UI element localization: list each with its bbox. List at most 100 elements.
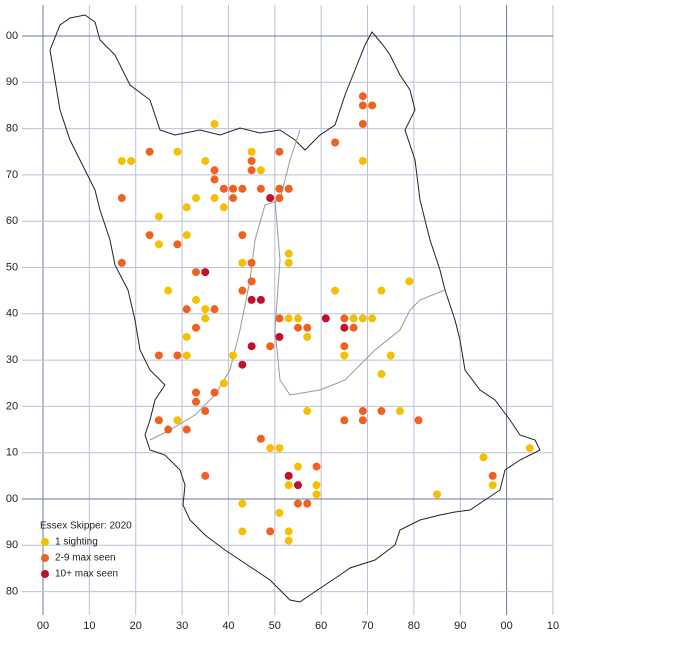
record-dot <box>256 295 265 304</box>
record-dot <box>377 369 386 378</box>
x-tick-label: 50 <box>269 620 281 632</box>
y-tick-label: 60 <box>6 215 18 227</box>
record-dot <box>145 147 154 156</box>
record-dot <box>182 231 191 240</box>
record-dot <box>340 314 349 323</box>
record-dot <box>238 499 247 508</box>
record-dot <box>182 305 191 314</box>
record-dot <box>284 471 293 480</box>
record-dot <box>293 314 302 323</box>
x-tick-label: 40 <box>222 620 234 632</box>
record-dot <box>210 194 219 203</box>
x-tick-label: 20 <box>130 620 142 632</box>
record-dot <box>303 323 312 332</box>
x-tick-label: 30 <box>176 620 188 632</box>
record-dot <box>275 332 284 341</box>
record-dot <box>229 194 238 203</box>
record-dot <box>191 397 200 406</box>
y-tick-label: 90 <box>6 539 18 551</box>
record-dot <box>219 184 228 193</box>
record-dot <box>349 323 358 332</box>
record-dot <box>275 194 284 203</box>
record-dot <box>247 166 256 175</box>
record-dot <box>331 286 340 295</box>
y-tick-label: 00 <box>6 30 18 42</box>
record-dot <box>312 462 321 471</box>
record-dot <box>182 332 191 341</box>
record-dot <box>201 471 210 480</box>
record-dot <box>321 314 330 323</box>
record-dot <box>275 314 284 323</box>
record-dot <box>191 268 200 277</box>
record-dot <box>358 92 367 101</box>
record-dot <box>284 249 293 258</box>
record-dot <box>368 314 377 323</box>
legend-label: 2-9 max seen <box>55 553 116 564</box>
record-dot <box>247 277 256 286</box>
record-dot <box>293 499 302 508</box>
legend-swatch <box>41 570 49 578</box>
x-tick-label: 60 <box>315 620 327 632</box>
record-dot <box>266 342 275 351</box>
record-dot <box>256 434 265 443</box>
record-dot <box>340 323 349 332</box>
record-dot <box>256 184 265 193</box>
legend-label: 1 sighting <box>55 537 98 548</box>
y-tick-label: 10 <box>6 447 18 459</box>
record-dot <box>312 490 321 499</box>
y-tick-label: 00 <box>6 493 18 505</box>
record-dot <box>201 305 210 314</box>
record-dot <box>238 231 247 240</box>
record-dot <box>479 453 488 462</box>
county-outline <box>49 14 541 603</box>
record-dot <box>191 194 200 203</box>
record-dot <box>340 342 349 351</box>
record-dot <box>377 407 386 416</box>
record-dot <box>201 407 210 416</box>
record-dot <box>256 166 265 175</box>
record-dot <box>173 351 182 360</box>
x-tick-label: 80 <box>408 620 420 632</box>
record-dot <box>229 351 238 360</box>
record-dot <box>173 240 182 249</box>
record-dot <box>182 425 191 434</box>
record-dot <box>191 323 200 332</box>
record-dot <box>284 184 293 193</box>
record-dot <box>238 286 247 295</box>
vice-county-boundary <box>149 129 301 441</box>
x-tick-label: 10 <box>83 620 95 632</box>
record-dot <box>340 351 349 360</box>
record-dot <box>358 101 367 110</box>
x-tick-label: 70 <box>361 620 373 632</box>
record-dot <box>219 203 228 212</box>
grid: 00 10 20 30 40 50 60 70 80 90 00 10 00 90 80 70 60 50 40 30… <box>6 5 559 632</box>
record-dot <box>182 203 191 212</box>
record-dot <box>238 184 247 193</box>
x-tick-label: 00 <box>37 620 49 632</box>
record-dot <box>284 527 293 536</box>
record-dot <box>238 360 247 369</box>
records <box>117 92 534 545</box>
record-dot <box>117 194 126 203</box>
record-dot <box>433 490 442 499</box>
x-tick-label: 00 <box>500 620 512 632</box>
record-dot <box>191 388 200 397</box>
y-tick-label: 20 <box>6 400 18 412</box>
record-dot <box>201 268 210 277</box>
record-dot <box>266 527 275 536</box>
y-tick-label: 70 <box>6 169 18 181</box>
legend-label: 10+ max seen <box>55 569 118 580</box>
record-dot <box>275 508 284 517</box>
record-dot <box>414 416 423 425</box>
record-dot <box>238 258 247 267</box>
record-dot <box>303 499 312 508</box>
record-dot <box>358 119 367 128</box>
record-dot <box>247 147 256 156</box>
record-dot <box>247 342 256 351</box>
record-dot <box>219 379 228 388</box>
record-dot <box>349 314 358 323</box>
record-dot <box>395 407 404 416</box>
record-dot <box>284 481 293 490</box>
x-tick-label: 10 <box>547 620 559 632</box>
record-dot <box>358 416 367 425</box>
